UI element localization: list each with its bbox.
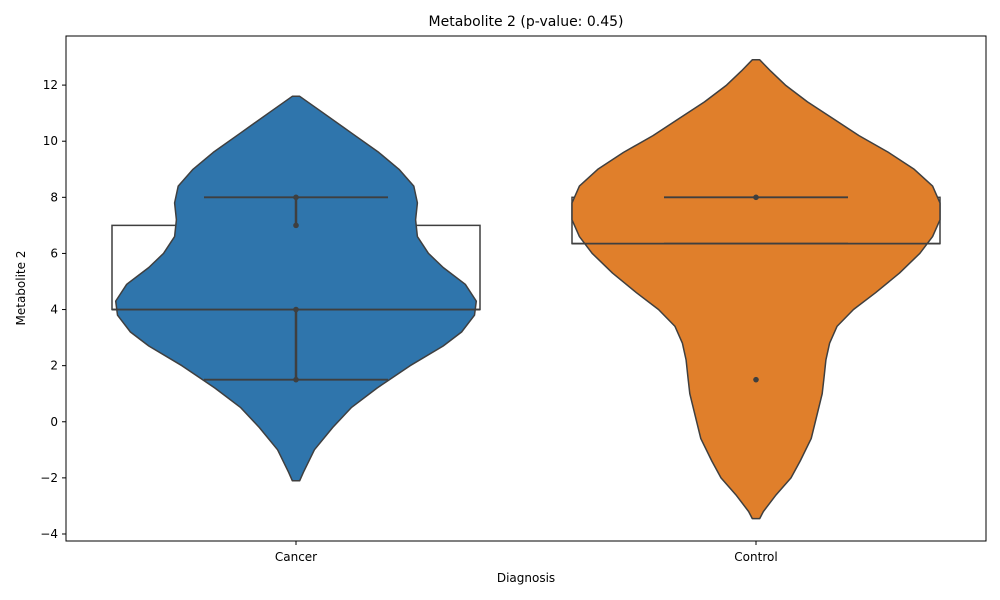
x-tick-label-control: Control bbox=[734, 550, 777, 564]
y-tick-label-6: 8 bbox=[50, 190, 58, 204]
x-tick-label-cancer: Cancer bbox=[275, 550, 317, 564]
plot-layer bbox=[111, 59, 941, 520]
y-axis-label: Metabolite 2 bbox=[14, 251, 28, 326]
data-point-control-0 bbox=[753, 194, 759, 201]
data-point-cancer-2 bbox=[293, 306, 299, 313]
y-tick-label-1: −2 bbox=[40, 471, 58, 485]
data-point-cancer-3 bbox=[293, 376, 299, 383]
data-point-cancer-0 bbox=[293, 194, 299, 201]
y-tick-label-5: 6 bbox=[50, 246, 58, 260]
y-tick-label-7: 10 bbox=[43, 134, 58, 148]
y-tick-label-3: 2 bbox=[50, 359, 58, 373]
violin-control bbox=[571, 59, 941, 520]
y-tick-label-8: 12 bbox=[43, 78, 58, 92]
y-tick-label-4: 4 bbox=[50, 303, 58, 317]
data-point-cancer-1 bbox=[293, 222, 299, 229]
plot-frame bbox=[65, 35, 987, 542]
data-point-control-1 bbox=[753, 376, 759, 383]
x-axis-label: Diagnosis bbox=[497, 571, 555, 585]
chart-title: Metabolite 2 (p-value: 0.45) bbox=[429, 14, 624, 30]
y-tick-label-0: −4 bbox=[40, 527, 58, 541]
violin-cancer bbox=[114, 95, 478, 482]
x-axis: Cancer Control bbox=[275, 541, 778, 564]
y-axis: −4 −2 0 2 4 6 8 10 12 bbox=[40, 78, 66, 541]
y-tick-label-2: 0 bbox=[50, 415, 58, 429]
